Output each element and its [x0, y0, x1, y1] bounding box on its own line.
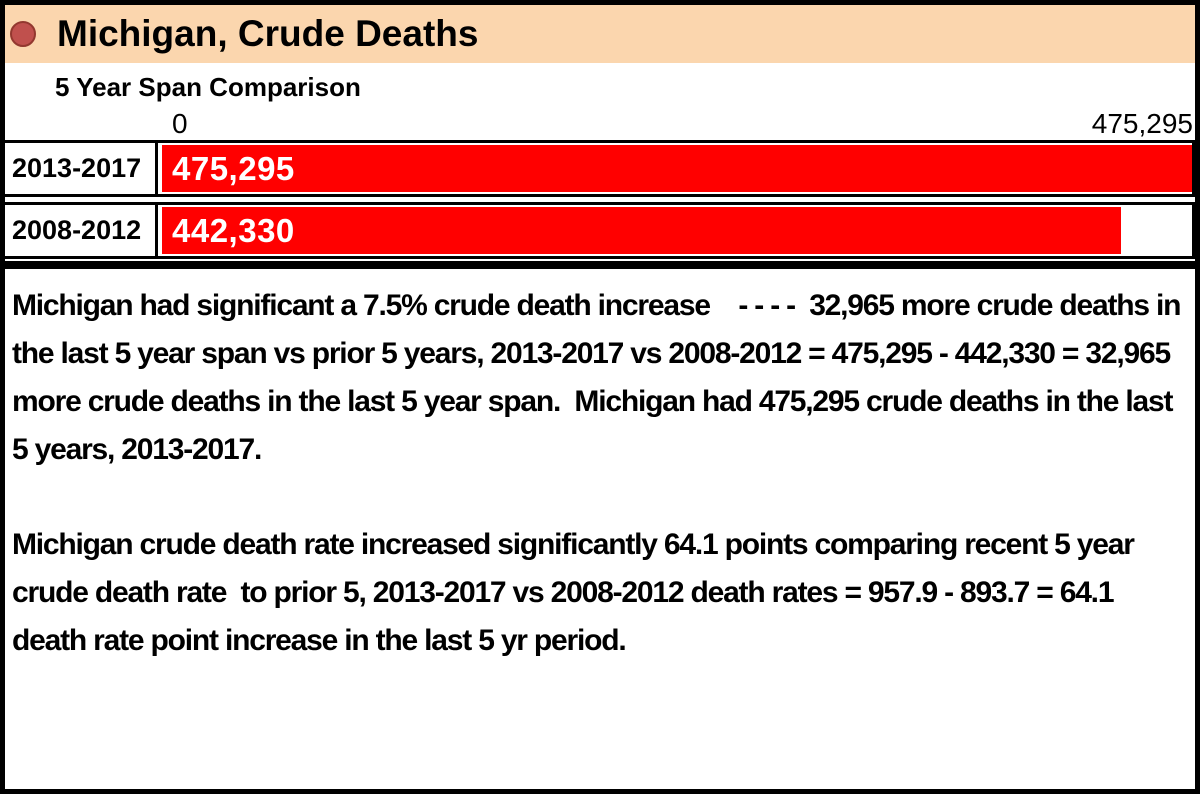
summary-paragraph-1: Michigan had significant a 7.5% crude de… — [12, 289, 1188, 466]
bar-fill: 442,330 — [162, 207, 1121, 254]
bar-track: 475,295 — [158, 143, 1192, 194]
bar-row-2008-2012: 2008-2012 442,330 — [5, 202, 1195, 259]
bar-category-label: 2008-2012 — [5, 205, 158, 256]
axis-tick-min: 0 — [172, 108, 188, 139]
chart-subtitle: 5 Year Span Comparison — [55, 72, 361, 102]
report-title: Michigan, Crude Deaths — [57, 13, 479, 54]
report-header: Michigan, Crude Deaths — [5, 5, 1195, 63]
axis-tick-max: 475,295 — [1091, 108, 1193, 139]
bar-chart: 2013-2017 475,295 2008-2012 442,330 — [5, 140, 1195, 259]
bar-row-2013-2017: 2013-2017 475,295 — [5, 140, 1195, 197]
bullet-icon — [10, 21, 36, 47]
bar-track: 442,330 — [158, 205, 1192, 256]
bar-value-label: 442,330 — [172, 211, 295, 249]
summary-paragraph-2: Michigan crude death rate increased sign… — [12, 528, 1141, 657]
x-axis-labels: 0 475,295 — [166, 105, 1193, 140]
bar-category-label: 2013-2017 — [5, 143, 158, 194]
bar-value-label: 475,295 — [172, 149, 295, 187]
summary-section: Michigan had significant a 7.5% crude de… — [5, 261, 1195, 675]
bar-fill: 475,295 — [162, 145, 1192, 192]
